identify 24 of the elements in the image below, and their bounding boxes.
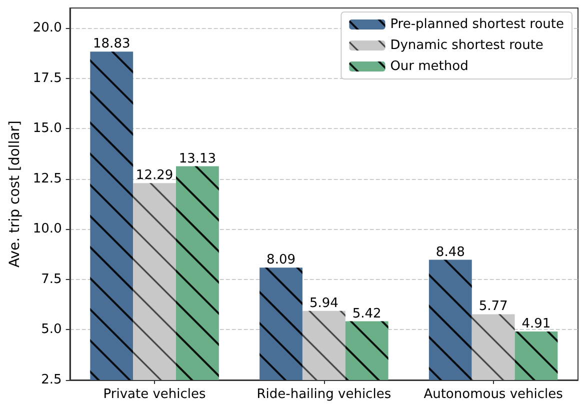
data-label: 18.83	[93, 36, 130, 52]
y-tick-label: 7.5	[41, 272, 62, 287]
y-axis-title: Ave. trip cost [dollar]	[7, 120, 23, 268]
legend-label: Pre-planned shortest route	[390, 17, 564, 32]
data-label: 4.91	[522, 316, 551, 332]
y-tick-label: 17.5	[32, 70, 62, 86]
legend-label: Our method	[390, 59, 468, 74]
y-tick-label: 2.5	[41, 372, 62, 388]
data-label: 8.09	[266, 252, 296, 268]
data-label: 5.77	[478, 299, 508, 314]
data-label: 5.94	[309, 296, 338, 311]
y-tick-label: 20.0	[32, 20, 62, 36]
data-label: 12.29	[136, 168, 174, 184]
y-tick-label: 12.5	[32, 171, 62, 186]
y-tick-label: 10.0	[32, 222, 62, 237]
x-tick-label: Autonomous vehicles	[424, 387, 564, 402]
data-label: 13.13	[178, 151, 216, 166]
data-label: 8.48	[436, 244, 465, 260]
data-label: 5.42	[352, 306, 382, 322]
legend-label: Dynamic shortest route	[390, 38, 544, 53]
y-tick-label: 15.0	[32, 121, 62, 136]
y-tick-label: 5.0	[41, 322, 62, 338]
x-tick-label: Ride-hailing vehicles	[256, 387, 392, 402]
x-tick-label: Private vehicles	[103, 387, 206, 402]
